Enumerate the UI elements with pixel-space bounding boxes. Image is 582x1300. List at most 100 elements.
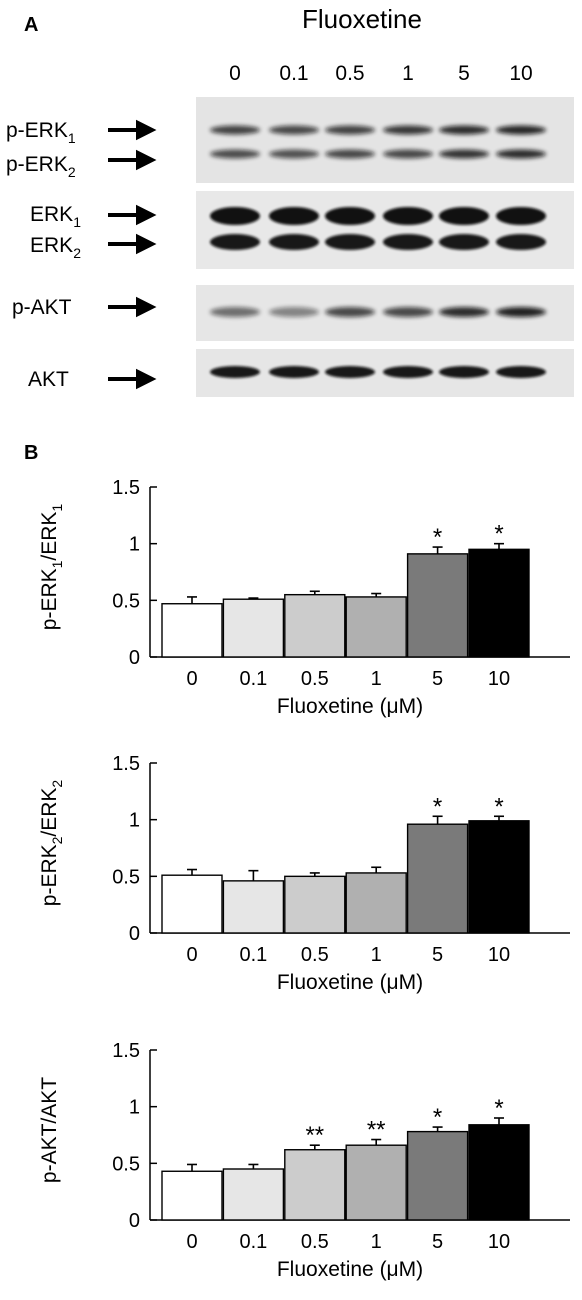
row-label-sub: 1 <box>73 214 81 230</box>
blot-band <box>269 207 319 225</box>
arrow-right-icon <box>108 204 157 226</box>
bar <box>345 872 407 934</box>
y-tick-label: 1 <box>129 1097 140 1119</box>
arrow-right-icon <box>108 296 157 318</box>
y-tick-label: 0 <box>129 923 140 945</box>
bar <box>468 548 530 658</box>
x-tick-label: 1 <box>371 1231 382 1253</box>
bar <box>222 1168 285 1221</box>
lane-label: 0.1 <box>279 62 308 85</box>
blot-band <box>210 207 260 225</box>
row-label-sub: 2 <box>68 164 76 180</box>
blot-band <box>383 125 433 135</box>
blot-band <box>269 149 319 159</box>
bar <box>161 603 223 658</box>
blot-erk <box>196 191 574 269</box>
y-tick-label: 0 <box>129 647 140 669</box>
treatment-title: Fluoxetine <box>302 4 422 34</box>
x-tick-label: 0 <box>186 668 197 690</box>
x-tick-label: 0 <box>186 1231 197 1253</box>
blot-band <box>496 366 546 378</box>
chart-p-erk2: 0 0.5 1 1.5 0 0.1 0.5 1 * 5 * 10 Fluoxetine (μM) p-ER… <box>38 753 570 994</box>
y-tick-label: 1.5 <box>112 477 140 499</box>
blot-band <box>496 207 546 225</box>
blot-band <box>439 125 489 135</box>
bar <box>222 598 285 658</box>
x-axis-label: Fluoxetine (μM) <box>277 971 423 994</box>
significance-marker: ** <box>305 1122 324 1149</box>
blots <box>196 97 574 397</box>
y-axis-label: p-AKT/AKT <box>38 1077 61 1183</box>
x-axis-label: Fluoxetine (μM) <box>277 695 423 718</box>
lane-label: 0 <box>229 62 241 85</box>
x-tick-label: 10 <box>488 668 510 690</box>
blot-band <box>383 366 433 378</box>
bar <box>284 593 346 658</box>
blot-band <box>210 234 260 250</box>
significance-marker: * <box>494 1095 503 1122</box>
blot-band <box>383 149 433 159</box>
blot-band <box>439 234 489 250</box>
y-tick-label: 1 <box>129 810 140 832</box>
bar <box>161 1170 223 1221</box>
bar <box>468 820 530 934</box>
chart-p-erk1: 0 0.5 1 1.5 0 0.1 0.5 1 * 5 * 10 Fluoxetine (μM) p-ER… <box>38 477 570 718</box>
blot-band <box>325 207 375 225</box>
blot-band <box>496 125 546 135</box>
y-tick-label: 0.5 <box>112 866 140 888</box>
x-tick-label: 0.1 <box>239 944 267 966</box>
significance-marker: * <box>494 521 503 548</box>
blot-band <box>439 149 489 159</box>
significance-marker: * <box>494 793 503 820</box>
bar <box>406 1130 469 1221</box>
x-tick-label: 1 <box>371 668 382 690</box>
significance-marker: * <box>433 524 442 551</box>
bar <box>284 875 346 934</box>
panel-b-label: B <box>24 442 38 464</box>
blot-band <box>383 207 433 225</box>
blot-row-label-p-akt: p-AKT <box>12 296 157 319</box>
bar <box>284 1149 346 1221</box>
row-label-base: ERK <box>30 234 73 257</box>
y-tick-label: 0.5 <box>112 1153 140 1175</box>
x-tick-label: 10 <box>488 1231 510 1253</box>
blot-band <box>325 366 375 378</box>
blot-band <box>325 234 375 250</box>
row-label-base: ERK <box>30 203 73 226</box>
bar <box>468 1124 530 1221</box>
row-label-base: AKT <box>28 368 69 391</box>
arrow-right-icon <box>108 149 157 171</box>
blot-band <box>269 125 319 135</box>
bar <box>222 880 285 934</box>
x-tick-label: 0.5 <box>301 944 329 966</box>
lane-label: 1 <box>402 62 414 85</box>
x-tick-label: 0.5 <box>301 668 329 690</box>
y-tick-label: 1 <box>129 534 140 556</box>
blot-band <box>269 234 319 250</box>
blot-band <box>325 125 375 135</box>
y-tick-label: 1.5 <box>112 1040 140 1062</box>
blot-band <box>210 366 260 378</box>
row-label-base: p-AKT <box>12 296 72 319</box>
blot-band <box>325 149 375 159</box>
blot-row-label-p-erk2: p-ERK2 <box>6 149 157 180</box>
bar <box>406 553 469 658</box>
y-tick-label: 0.5 <box>112 590 140 612</box>
svg-text:p-ERK1: p-ERK1 <box>6 119 76 146</box>
blot-row-label-erk2: ERK2 <box>30 233 157 261</box>
blot-band <box>439 366 489 378</box>
row-label-base: p-ERK <box>6 119 68 142</box>
panel-a-label: A <box>24 14 38 36</box>
blot-band <box>383 234 433 250</box>
chart-p-akt: 0 0.5 1 1.5 0 0.1 ** 0.5 ** 1 * 5 * 10 Fluoxetine (μM)… <box>38 1040 570 1281</box>
x-tick-label: 5 <box>432 1231 443 1253</box>
blot-band <box>496 149 546 159</box>
svg-text:p-ERK2: p-ERK2 <box>6 153 76 180</box>
bar <box>345 596 407 658</box>
blot-row-label-p-erk1: p-ERK1 <box>6 119 157 146</box>
x-tick-label: 0.1 <box>239 668 267 690</box>
bar <box>161 874 223 934</box>
y-axis-label: p-ERK2/ERK2 <box>38 780 65 907</box>
arrow-right-icon <box>108 119 157 141</box>
